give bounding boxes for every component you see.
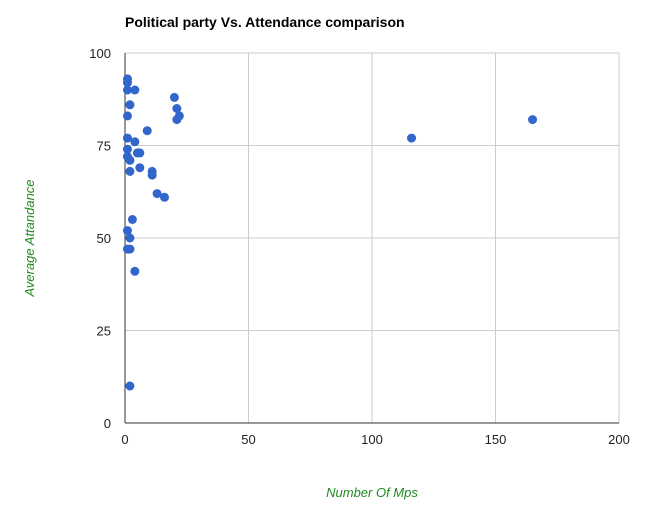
- y-tick-label: 25: [97, 324, 111, 339]
- x-tick-label: 100: [361, 432, 383, 447]
- x-tick-label: 200: [608, 432, 630, 447]
- data-point[interactable]: [169, 92, 179, 102]
- data-point[interactable]: [172, 115, 182, 125]
- y-tick-label: 75: [97, 139, 111, 154]
- data-point[interactable]: [142, 126, 152, 136]
- data-point[interactable]: [125, 155, 135, 165]
- data-point[interactable]: [152, 189, 162, 199]
- x-tick-label: 0: [121, 432, 128, 447]
- data-point[interactable]: [528, 115, 538, 125]
- x-axis-title: Number Of Mps: [326, 485, 418, 500]
- data-point[interactable]: [125, 166, 135, 176]
- data-point[interactable]: [122, 226, 132, 236]
- data-point[interactable]: [122, 85, 132, 95]
- y-tick-label: 100: [89, 46, 111, 61]
- data-point[interactable]: [147, 170, 157, 180]
- chart-title: Political party Vs. Attendance compariso…: [125, 14, 405, 30]
- data-point[interactable]: [127, 215, 137, 224]
- data-point[interactable]: [135, 148, 145, 158]
- data-point[interactable]: [122, 78, 132, 88]
- y-axis-title: Average Attandance: [22, 179, 37, 297]
- data-point[interactable]: [130, 85, 140, 95]
- data-points: [122, 74, 538, 391]
- data-point[interactable]: [160, 192, 170, 202]
- x-tick-labels: 0 50 100 150 200: [121, 432, 629, 447]
- data-point[interactable]: [135, 163, 145, 173]
- data-point[interactable]: [125, 233, 135, 243]
- x-tick-label: 50: [241, 432, 255, 447]
- data-point[interactable]: [125, 381, 135, 391]
- data-point[interactable]: [125, 244, 135, 254]
- data-point[interactable]: [130, 137, 140, 147]
- y-tick-label: 0: [104, 416, 111, 431]
- data-point[interactable]: [122, 133, 132, 143]
- data-point[interactable]: [122, 111, 132, 121]
- data-point[interactable]: [407, 133, 417, 143]
- data-point[interactable]: [122, 144, 132, 154]
- y-tick-labels: 0 25 50 75 100: [89, 46, 111, 431]
- data-point[interactable]: [125, 100, 135, 110]
- data-point[interactable]: [130, 266, 140, 276]
- data-point[interactable]: [172, 104, 182, 113]
- gridlines: [125, 52, 620, 423]
- y-tick-label: 50: [97, 231, 111, 246]
- x-tick-label: 150: [485, 432, 507, 447]
